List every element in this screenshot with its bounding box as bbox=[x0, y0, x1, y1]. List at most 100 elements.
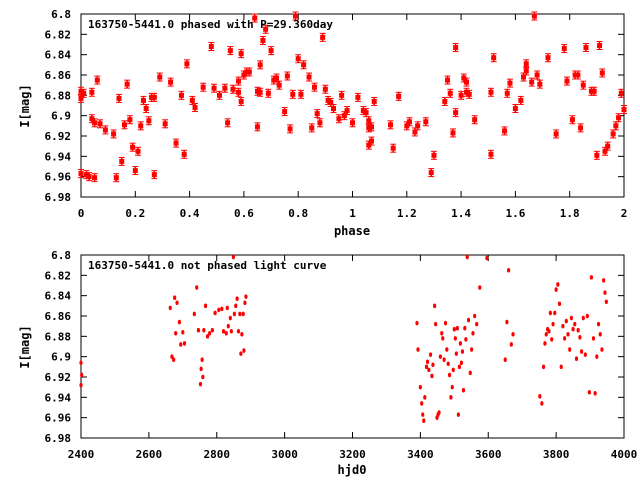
phased-plot-data-point bbox=[428, 168, 435, 178]
light-curve-plot-data-point bbox=[173, 295, 177, 301]
light-curve-plot-data-point bbox=[465, 254, 469, 260]
light-curve-plot-frame bbox=[80, 254, 625, 439]
phased-plot-data-point bbox=[444, 75, 451, 85]
phased-plot-data-point bbox=[368, 122, 375, 132]
light-curve-plot-data-point bbox=[509, 342, 513, 347]
light-curve-plot-data-point bbox=[600, 347, 604, 352]
phased-plot-data-point bbox=[178, 90, 185, 100]
light-curve-plot-data-point bbox=[591, 336, 596, 341]
phased-plot-title: 163750-5441.0 phased with P=29.360day bbox=[88, 18, 333, 31]
phased-plot-data-point bbox=[322, 84, 329, 94]
light-curve-plot-data-point bbox=[579, 349, 584, 354]
phased-plot-data-point bbox=[78, 169, 84, 179]
light-curve-plot-data-point bbox=[181, 329, 185, 335]
phased-plot-data-point bbox=[308, 123, 315, 133]
phased-plot-ticks: 0 0.2 0.4 0.6 0.8 1 1.2 1.4 1.6 1.8 2 6.8 6.82 6.84 6.… bbox=[45, 8, 628, 220]
light-curve-plot-data-point bbox=[437, 410, 441, 415]
phased-plot-data-point bbox=[517, 95, 524, 105]
phased-plot-data-point bbox=[167, 77, 174, 87]
light-curve-plot-y-tick-label: 6.8 bbox=[51, 249, 71, 262]
phased-plot-data-point bbox=[490, 53, 497, 63]
phased-plot-data-point bbox=[129, 142, 136, 152]
light-curve-plot-y-tick-label: 6.98 bbox=[45, 432, 72, 445]
phased-plot-points bbox=[78, 11, 627, 183]
light-curve-plot-x-tick-label: 3200 bbox=[339, 448, 366, 461]
phased-plot-data-point bbox=[335, 114, 342, 124]
light-curve-plot-x-tick-label: 3000 bbox=[271, 448, 298, 461]
phased-plot-y-tick-label: 6.8 bbox=[51, 8, 71, 21]
light-curve-plot-data-point bbox=[424, 364, 429, 370]
light-curve-plot-data-point bbox=[225, 305, 229, 311]
phased-plot-data-point bbox=[458, 90, 465, 100]
light-curve-plot-data-point bbox=[226, 323, 230, 329]
light-curve-plot-y-tick-label: 6.88 bbox=[45, 330, 72, 343]
phased-plot-data-point bbox=[121, 120, 128, 130]
light-curve-plot-data-point bbox=[200, 357, 204, 363]
phased-plot-data-point bbox=[504, 88, 511, 98]
light-curve-plot-data-point bbox=[231, 254, 235, 260]
phased-plot-data-point bbox=[135, 146, 142, 156]
phased-plot-data-point bbox=[80, 88, 87, 98]
light-curve-plot-data-point bbox=[569, 315, 573, 321]
light-curve-plot-data-point bbox=[589, 275, 594, 280]
phased-plot-data-point bbox=[618, 88, 625, 98]
phased-plot-data-point bbox=[88, 87, 95, 97]
light-curve-plot-data-point bbox=[421, 412, 425, 417]
phased-plot-data-point bbox=[145, 116, 152, 126]
phased-plot-data-point bbox=[292, 11, 299, 21]
light-curve-plot-data-point bbox=[447, 372, 452, 378]
light-curve-plot-y-tick-label: 6.86 bbox=[45, 310, 72, 323]
light-curve-plot-data-point bbox=[556, 282, 560, 287]
light-curve-plot-data-point bbox=[596, 321, 601, 327]
light-curve-plot-data-point bbox=[177, 319, 182, 325]
light-curve-plot-points bbox=[79, 254, 608, 424]
light-curve-plot-data-point bbox=[418, 384, 422, 390]
light-curve-plot-y-tick-label: 6.94 bbox=[45, 391, 72, 404]
light-curve-plot-x-tick-label: 3600 bbox=[475, 448, 502, 461]
phased-plot-y-tick-label: 6.82 bbox=[45, 28, 72, 41]
phased-plot-data-point bbox=[110, 129, 117, 139]
light-curve-plot-data-point bbox=[468, 370, 472, 376]
light-curve-plot-data-point bbox=[450, 384, 454, 390]
light-curve-plot-data-point bbox=[457, 364, 462, 370]
phased-plot-data-point bbox=[262, 24, 269, 34]
phased-plot-data-point bbox=[86, 172, 93, 182]
light-curve-plot-data-point bbox=[235, 296, 239, 302]
light-curve-plot-data-point bbox=[463, 325, 467, 331]
phased-plot-data-point bbox=[216, 90, 223, 100]
phased-plot-data-point bbox=[406, 117, 413, 127]
light-curve-plot-data-point bbox=[217, 307, 221, 313]
light-curve-plot-data-point bbox=[459, 360, 464, 366]
light-curve-plot-data-point bbox=[241, 311, 245, 317]
phased-plot-data-point bbox=[287, 124, 294, 134]
phased-plot-data-point bbox=[528, 77, 535, 87]
phased-plot-y-tick-label: 6.86 bbox=[45, 69, 72, 82]
phased-plot-data-point bbox=[259, 35, 266, 45]
light-curve-plot-data-point bbox=[443, 320, 448, 326]
light-curve-plot-data-point bbox=[205, 334, 210, 339]
light-curve-plot-data-point bbox=[573, 321, 577, 327]
light-curve-plot-data-point bbox=[566, 332, 570, 337]
phased-plot-data-point bbox=[536, 79, 543, 89]
phased-plot-y-tick-label: 6.96 bbox=[45, 171, 72, 184]
phased-plot-data-point bbox=[368, 136, 375, 146]
light-curve-plot-data-point bbox=[503, 357, 507, 363]
phased-plot-data-point bbox=[224, 118, 231, 128]
phased-plot-data-point bbox=[257, 87, 264, 97]
phased-plot-data-point bbox=[580, 80, 587, 90]
phased-plot-data-point bbox=[596, 41, 603, 51]
phased-plot-data-point bbox=[319, 32, 326, 42]
light-curve-plot-data-point bbox=[201, 374, 205, 380]
phased-plot-data-point bbox=[238, 96, 245, 106]
phased-plot-data-point bbox=[466, 89, 473, 99]
light-curve-plot-data-point bbox=[202, 327, 206, 333]
phased-plot-data-point bbox=[151, 92, 158, 102]
phased-plot-data-point bbox=[561, 44, 568, 54]
light-curve-plot-data-point bbox=[80, 372, 84, 378]
phased-plot-data-point bbox=[265, 88, 272, 98]
phased-plot-x-tick-label: 2 bbox=[621, 207, 628, 220]
phased-plot-data-point bbox=[181, 149, 188, 159]
phased-plot-data-point bbox=[113, 173, 120, 183]
phased-plot-data-point bbox=[276, 80, 283, 90]
phased-plot-data-point bbox=[124, 79, 131, 89]
